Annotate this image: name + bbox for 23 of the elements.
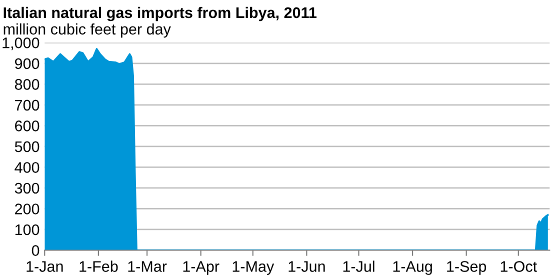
y-tick-label: 600 (15, 120, 40, 132)
x-tick-label: 1-Jan (26, 261, 63, 272)
y-tick-label: 700 (15, 100, 40, 111)
y-tick-label: 500 (14, 141, 40, 152)
x-tick-label: 1-Jul (343, 260, 374, 272)
chart-subtitle: million cubic feet per day (4, 23, 171, 38)
y-tick-label: 400 (14, 162, 40, 173)
chart-title: Italian natural gas imports from Libya, 2011 (4, 6, 317, 22)
y-tick-label: 100 (15, 224, 40, 236)
x-tick-label: 1-Feb (80, 260, 118, 272)
y-tick-label: 800 (14, 79, 40, 90)
y-tick-label: 900 (15, 58, 40, 70)
x-tick-label: 1-Jun (288, 261, 325, 272)
y-tick-label: 300 (14, 182, 40, 194)
x-tick-label: 1-May (232, 261, 274, 275)
x-tick-label: 1-Oct (500, 261, 537, 272)
y-tick-label: 1,000 (2, 37, 40, 50)
y-tick-label: 0 (32, 245, 40, 256)
x-tick-label: 1-Mar (128, 261, 167, 272)
x-tick-label: 1-Apr (183, 261, 220, 275)
y-tick-label: 200 (15, 204, 40, 214)
x-tick-label: 1-Aug (393, 261, 432, 275)
x-tick-label: 1-Sep (447, 261, 486, 275)
